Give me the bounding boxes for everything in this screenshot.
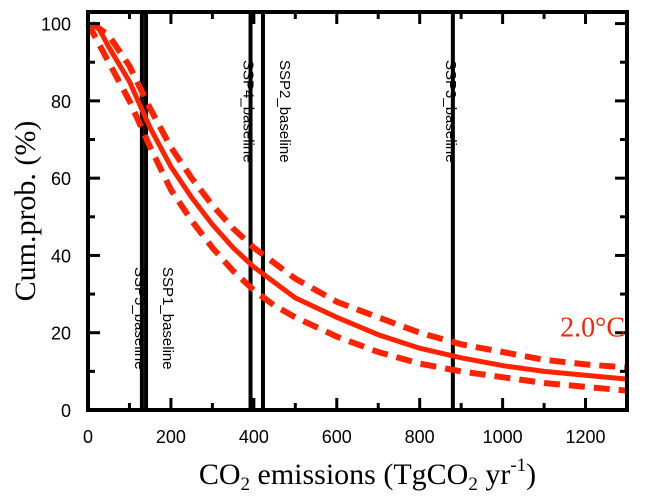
x-tick-label: 1000 <box>483 427 523 447</box>
y-tick-label: 60 <box>51 169 71 189</box>
y-tick-label: 100 <box>41 15 71 35</box>
scenario-label: SSP3_baseline <box>442 60 459 163</box>
scenario-label: SSP5_baseline <box>131 267 148 370</box>
x-axis-title-part: ) <box>526 458 536 491</box>
x-tick-label: 600 <box>322 427 352 447</box>
y-tick-label: 20 <box>51 324 71 344</box>
scenario-labels: SSP5_baseline SSP1_baseline SSP4_baseline S… <box>131 60 459 370</box>
scenario-lines <box>139 12 455 410</box>
y-axis-title: Cum.prob. (%) <box>9 121 42 302</box>
x-tick-label: 200 <box>156 427 186 447</box>
x-axis-title: CO2 emissions (TgCO2 yr-1) <box>199 455 536 495</box>
x-axis-title-part: yr <box>478 458 511 491</box>
y-tick-label: 40 <box>51 246 71 266</box>
x-axis-title-sup: -1 <box>510 455 526 476</box>
x-axis-title-part: CO <box>199 458 241 491</box>
x-tick-label: 400 <box>239 427 269 447</box>
temperature-annotation: 2.0°C <box>560 313 625 344</box>
x-tick-label: 1200 <box>566 427 606 447</box>
plot-frame <box>86 10 629 412</box>
scenario-label: SSP1_baseline <box>159 267 176 370</box>
scenario-label: SSP4_baseline <box>240 60 257 163</box>
y-tick-label: 0 <box>61 401 71 421</box>
x-tick-label: 0 <box>83 427 93 447</box>
x-axis-title-sub: 2 <box>468 474 478 495</box>
series-line-central <box>87 21 628 382</box>
series-line-bound <box>90 21 628 371</box>
x-axis-title-part: emissions (TgCO <box>250 458 468 491</box>
y-tick-label: 80 <box>51 92 71 112</box>
tick-labels: 0 200 400 600 800 1000 1200 0 20 40 60 80 100 <box>41 15 606 447</box>
series-line-bound <box>85 22 628 394</box>
x-tick-label: 800 <box>405 427 435 447</box>
x-axis-title-sub: 2 <box>241 474 251 495</box>
scenario-label: SSP2_baseline <box>276 60 293 163</box>
series-group <box>85 21 628 394</box>
